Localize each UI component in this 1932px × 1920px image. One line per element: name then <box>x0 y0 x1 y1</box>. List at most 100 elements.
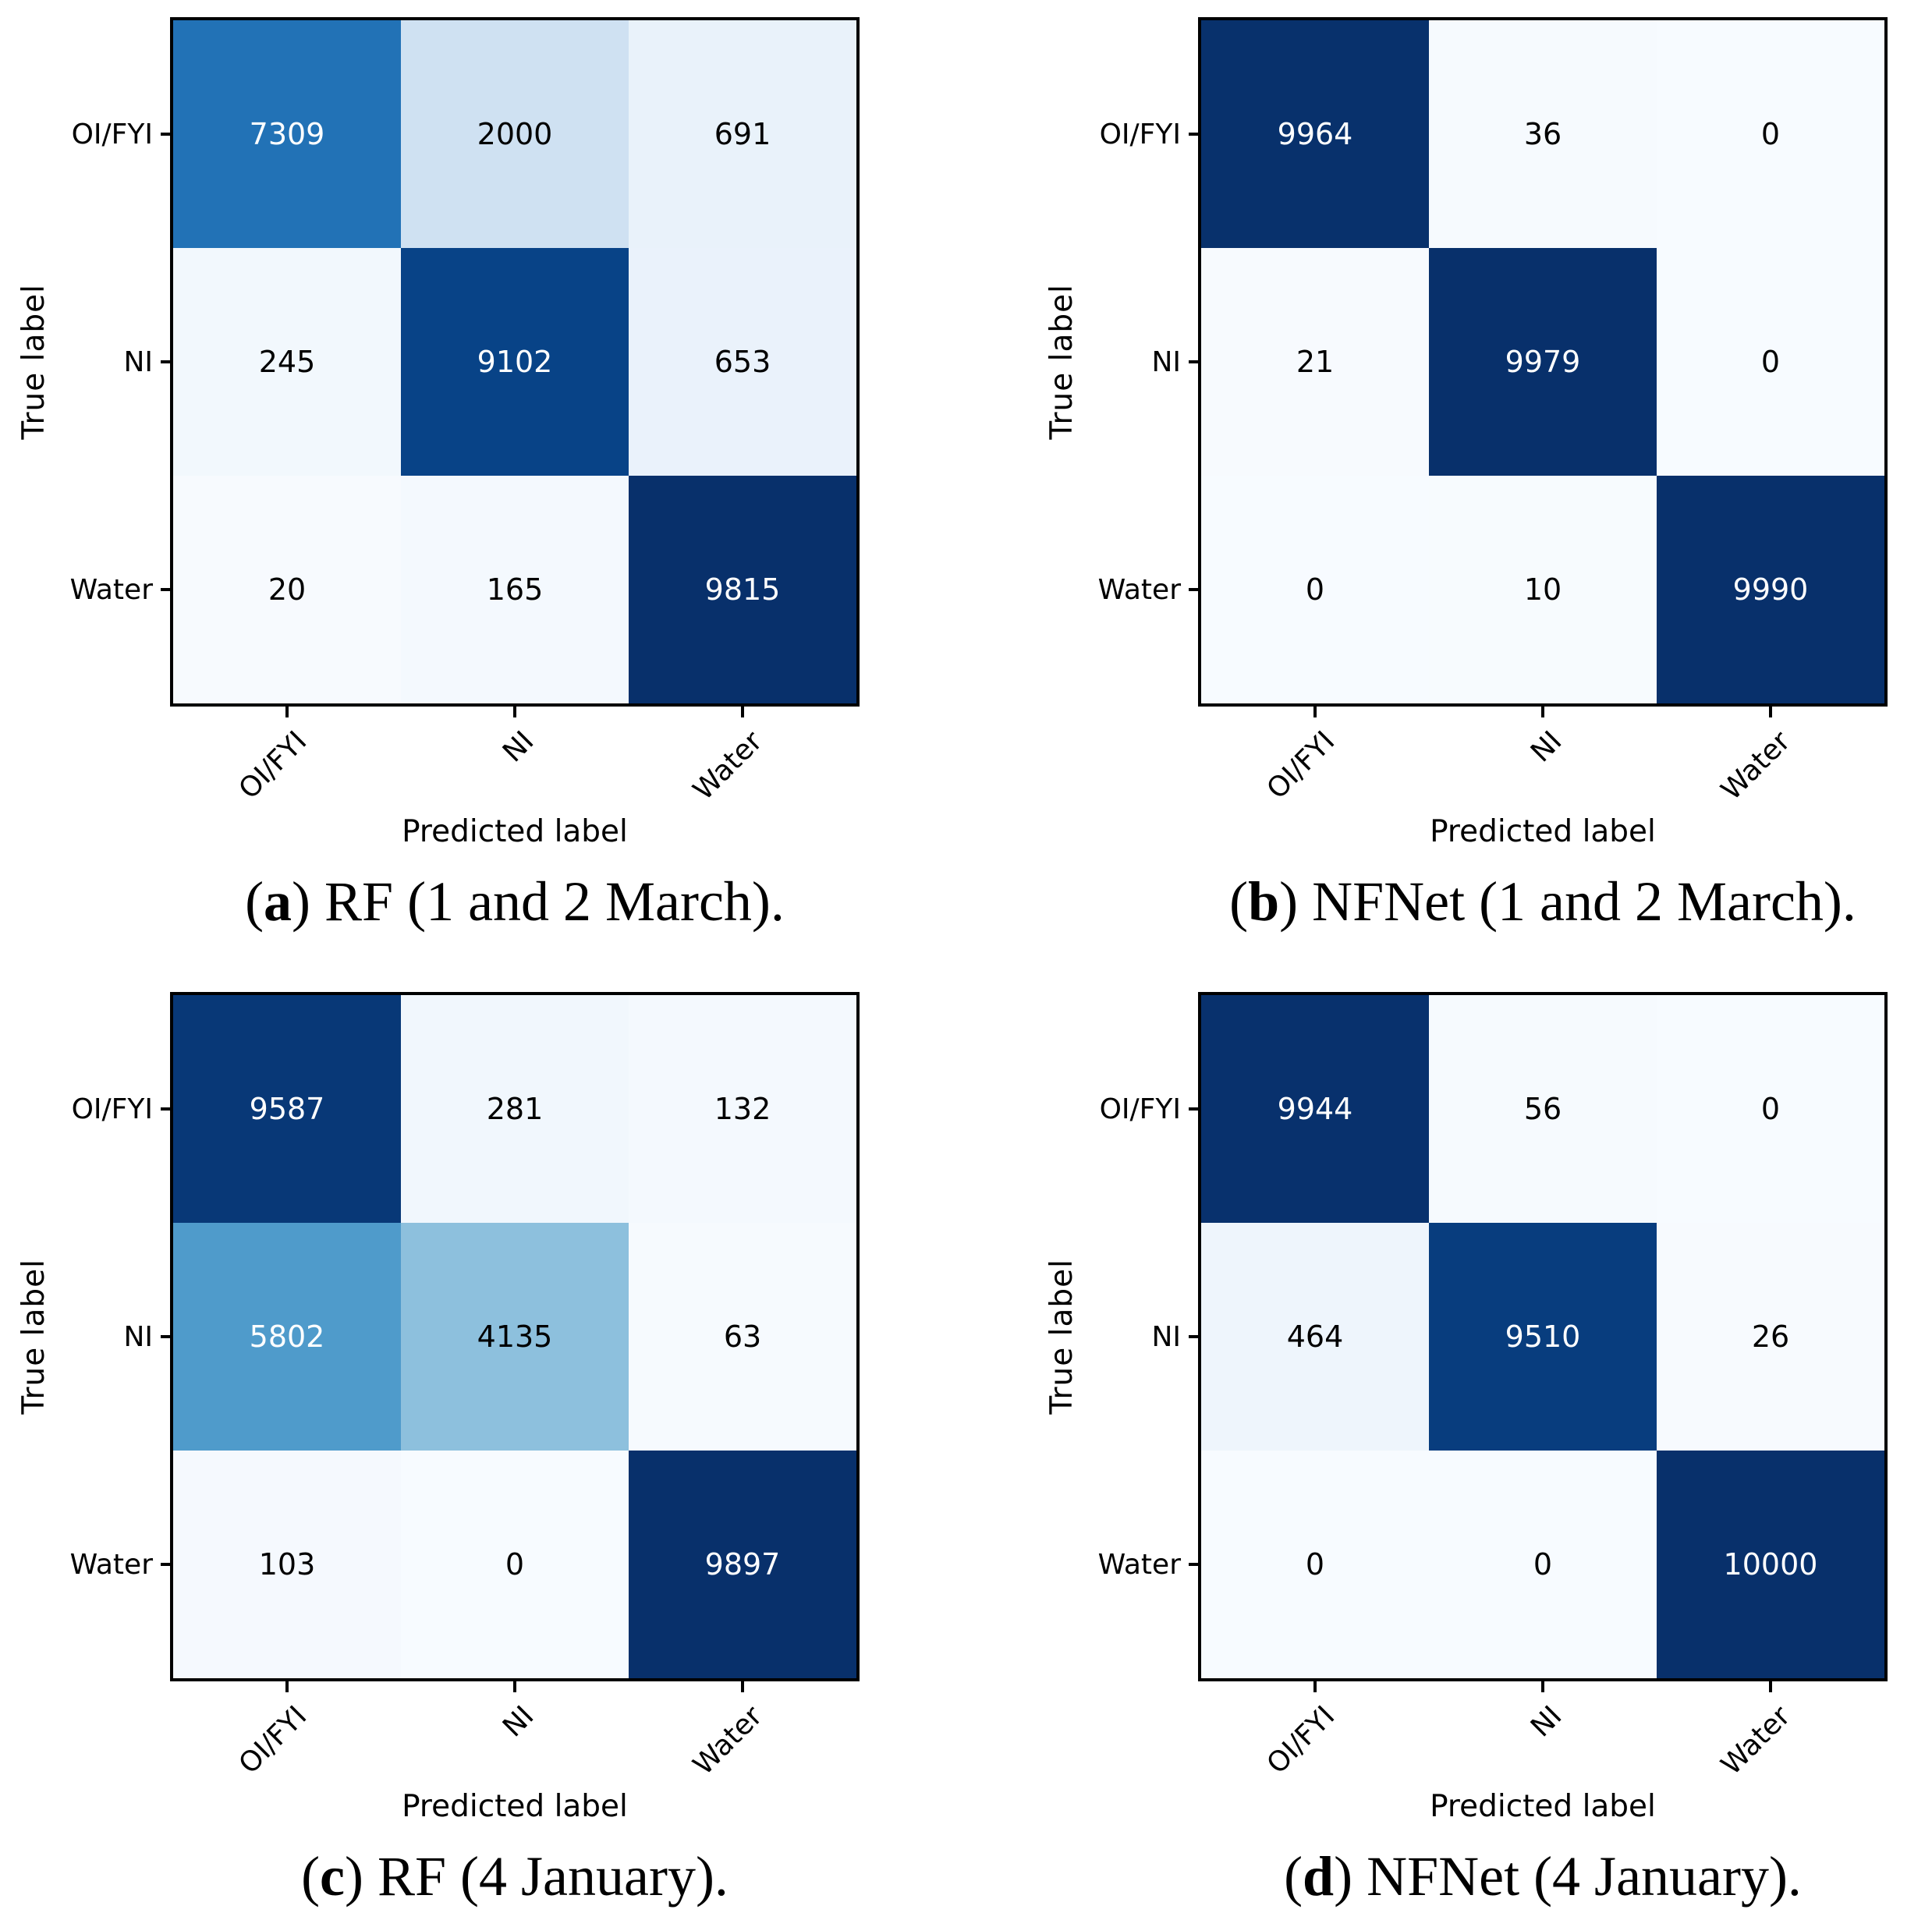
plot-area: True label OI/FYI NI Water 9964 36 0 21 9979 0 0… <box>1034 17 1932 849</box>
matrix-area: 7309 2000 691 245 9102 653 20 165 9815 OI/FYI NI W… <box>170 17 860 849</box>
matrix-cell: 9815 <box>629 476 856 703</box>
matrix-cell: 5802 <box>173 1223 401 1451</box>
y-tick: NI <box>1089 248 1198 476</box>
matrix-cell: 9979 <box>1429 248 1657 476</box>
y-tick-label: NI <box>123 345 153 378</box>
x-tick-label: OI/FYI <box>232 1700 313 1780</box>
x-tick-label: NI <box>497 725 541 769</box>
matrix-area: 9587 281 132 5802 4135 63 103 0 9897 OI/FYI NI Wat… <box>170 992 860 1824</box>
caption-text: ) RF (1 and 2 March). <box>292 870 785 933</box>
cell-value: 9964 <box>1277 117 1353 151</box>
cell-value: 21 <box>1296 345 1335 379</box>
matrix-cell: 464 <box>1201 1223 1429 1451</box>
cell-value: 281 <box>486 1092 544 1126</box>
cell-value: 653 <box>714 345 771 379</box>
panel-caption: (d) NFNet (4 January). <box>1198 1843 1888 1910</box>
tick-mark <box>1189 1335 1198 1338</box>
matrix-cell: 20 <box>173 476 401 703</box>
y-axis-label: True label <box>6 17 61 707</box>
matrix-cell: 281 <box>401 995 629 1223</box>
matrix-cell: 26 <box>1657 1223 1884 1451</box>
cell-value: 132 <box>714 1092 771 1126</box>
caption-letter: d <box>1303 1845 1335 1908</box>
y-tick: OI/FYI <box>1089 995 1198 1223</box>
caption-prefix: ( <box>1284 1845 1303 1908</box>
caption-prefix: ( <box>245 870 264 933</box>
y-tick-label: Water <box>1097 573 1181 606</box>
tick-mark <box>285 707 289 717</box>
cell-value: 165 <box>486 572 544 607</box>
x-tick-label: OI/FYI <box>232 725 313 806</box>
matrix-cell: 9510 <box>1429 1223 1657 1451</box>
matrix-cell: 2000 <box>401 20 629 248</box>
cell-value: 245 <box>258 345 316 379</box>
matrix-cell: 9990 <box>1657 476 1884 703</box>
tick-mark <box>161 1107 170 1111</box>
matrix-cell: 63 <box>629 1223 856 1451</box>
tick-mark <box>161 360 170 363</box>
tick-mark <box>1541 1681 1544 1692</box>
matrix-cell: 9964 <box>1201 20 1429 248</box>
caption-letter: c <box>320 1845 346 1908</box>
matrix-grid: 7309 2000 691 245 9102 653 20 165 9815 <box>170 17 860 707</box>
caption-letter: b <box>1248 870 1280 933</box>
caption-text: ) NFNet (4 January). <box>1334 1845 1802 1908</box>
cell-value: 0 <box>1760 117 1781 151</box>
cell-value: 0 <box>1305 572 1325 607</box>
x-tick-labels: OI/FYI NI Water <box>1198 707 1888 809</box>
matrix-cell: 0 <box>1201 476 1429 703</box>
y-tick-labels: OI/FYI NI Water <box>61 17 170 707</box>
panel-d: True label OI/FYI NI Water 9944 56 0 464 9510 2… <box>966 960 1932 1920</box>
cell-value: 464 <box>1286 1320 1344 1354</box>
tick-mark <box>1189 360 1198 363</box>
tick-mark <box>513 707 516 717</box>
cell-value: 0 <box>1760 1092 1781 1126</box>
y-tick-label: Water <box>69 1548 153 1581</box>
cell-value: 10000 <box>1723 1547 1818 1582</box>
matrix-cell: 4135 <box>401 1223 629 1451</box>
tick-mark <box>161 1563 170 1566</box>
cell-value: 9990 <box>1732 572 1809 607</box>
tick-mark <box>1541 707 1544 717</box>
cell-value: 9815 <box>704 572 781 607</box>
y-tick-labels: OI/FYI NI Water <box>1089 17 1198 707</box>
x-tick-label: Water <box>1714 1700 1796 1782</box>
x-tick-label: NI <box>497 1700 541 1744</box>
y-axis-label-text: True label <box>16 284 51 440</box>
x-tick-label: NI <box>1525 725 1569 769</box>
y-tick-label: OI/FYI <box>71 1093 153 1125</box>
tick-mark <box>1189 1563 1198 1566</box>
x-tick-label: OI/FYI <box>1260 725 1341 806</box>
cell-value: 691 <box>714 117 771 151</box>
y-tick-label: Water <box>1097 1548 1181 1581</box>
cell-value: 5802 <box>249 1320 325 1354</box>
x-tick-labels: OI/FYI NI Water <box>1198 1681 1888 1784</box>
matrix-cell: 0 <box>1657 995 1884 1223</box>
cell-value: 0 <box>505 1547 525 1582</box>
tick-mark <box>1313 1681 1317 1692</box>
panel-caption: (b) NFNet (1 and 2 March). <box>1198 868 1888 935</box>
tick-mark <box>1769 1681 1772 1692</box>
x-axis-label: Predicted label <box>1430 814 1656 849</box>
y-tick: NI <box>1089 1223 1198 1451</box>
x-tick-labels: OI/FYI NI Water <box>170 1681 860 1784</box>
x-tick-labels: OI/FYI NI Water <box>170 707 860 809</box>
tick-mark <box>1769 707 1772 717</box>
cell-value: 9510 <box>1505 1320 1581 1354</box>
tick-mark <box>1189 588 1198 591</box>
tick-mark <box>161 588 170 591</box>
tick-mark <box>1189 133 1198 136</box>
cell-value: 7309 <box>249 117 325 151</box>
y-axis-label: True label <box>1034 992 1089 1681</box>
y-axis-label: True label <box>1034 17 1089 707</box>
matrix-cell: 36 <box>1429 20 1657 248</box>
panel-b: True label OI/FYI NI Water 9964 36 0 21 9979 0 0… <box>966 0 1932 960</box>
matrix-grid: 9944 56 0 464 9510 26 0 0 10000 <box>1198 992 1888 1681</box>
cell-value: 9944 <box>1277 1092 1353 1126</box>
cell-value: 20 <box>268 572 307 607</box>
tick-mark <box>741 707 744 717</box>
matrix-cell: 132 <box>629 995 856 1223</box>
y-axis-label-text: True label <box>1044 284 1079 440</box>
y-tick: NI <box>61 1223 170 1451</box>
